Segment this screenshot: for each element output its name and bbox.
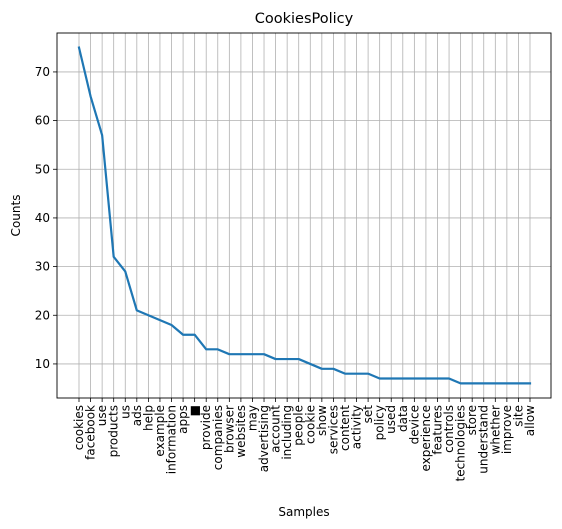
y-tick-label: 70 [35,65,50,79]
y-tick-label: 20 [35,308,50,322]
ticks: cookiesfacebookuseproductsusadshelpexamp… [35,65,537,482]
x-tick-label: ■ [188,405,202,416]
x-tick-label: content [338,405,352,451]
x-tick-label: cookies [72,405,86,450]
x-tick-label: may [245,405,259,431]
x-tick-label: people [292,405,306,446]
x-tick-label: us [118,405,132,419]
x-tick-label: whether [488,405,502,454]
x-tick-label: activity [350,405,364,449]
x-tick-label: products [107,405,121,457]
x-tick-label: policy [373,405,387,440]
x-tick-label: controls [442,405,456,453]
x-tick-label: account [269,405,283,453]
x-tick-label: improve [500,405,514,454]
x-tick-label: help [141,405,155,431]
series-line [77,46,532,385]
x-tick-label: apps [176,405,190,434]
x-tick-label: experience [419,405,433,472]
x-tick-label: example [153,405,167,457]
chart-title: CookiesPolicy [255,11,354,27]
series [77,46,532,385]
x-tick-label: websites [234,405,248,458]
x-tick-label: use [95,405,109,426]
x-tick-label: advertising [257,405,271,472]
x-tick-label: used [384,405,398,434]
x-tick-label: services [326,405,340,454]
x-tick-label: facebook [84,405,98,460]
x-tick-label: understand [477,405,491,474]
y-axis-label: Counts [9,195,23,237]
y-tick-label: 30 [35,260,50,274]
x-tick-label: browser [222,405,236,453]
plot-frame [56,32,552,399]
x-axis-label: Samples [278,505,329,519]
y-tick-label: 10 [35,357,50,371]
x-tick-label: allow [523,405,537,436]
x-tick-label: store [465,405,479,435]
y-tick-label: 50 [35,162,50,176]
x-tick-label: including [280,405,294,460]
y-tick-label: 40 [35,211,50,225]
x-tick-label: data [396,405,410,432]
y-tick-label: 60 [35,114,50,128]
x-tick-label: cookie [303,405,317,444]
x-tick-label: ads [130,405,144,426]
x-tick-label: technologies [454,405,468,482]
x-tick-label: features [430,405,444,455]
x-tick-label: set [361,405,375,424]
x-tick-label: show [315,405,329,436]
x-tick-label: provide [199,405,213,450]
x-tick-label: site [511,405,525,427]
x-tick-label: information [165,405,179,474]
x-tick-label: device [407,405,421,444]
grid [57,33,551,398]
x-tick-label: companies [211,405,225,470]
